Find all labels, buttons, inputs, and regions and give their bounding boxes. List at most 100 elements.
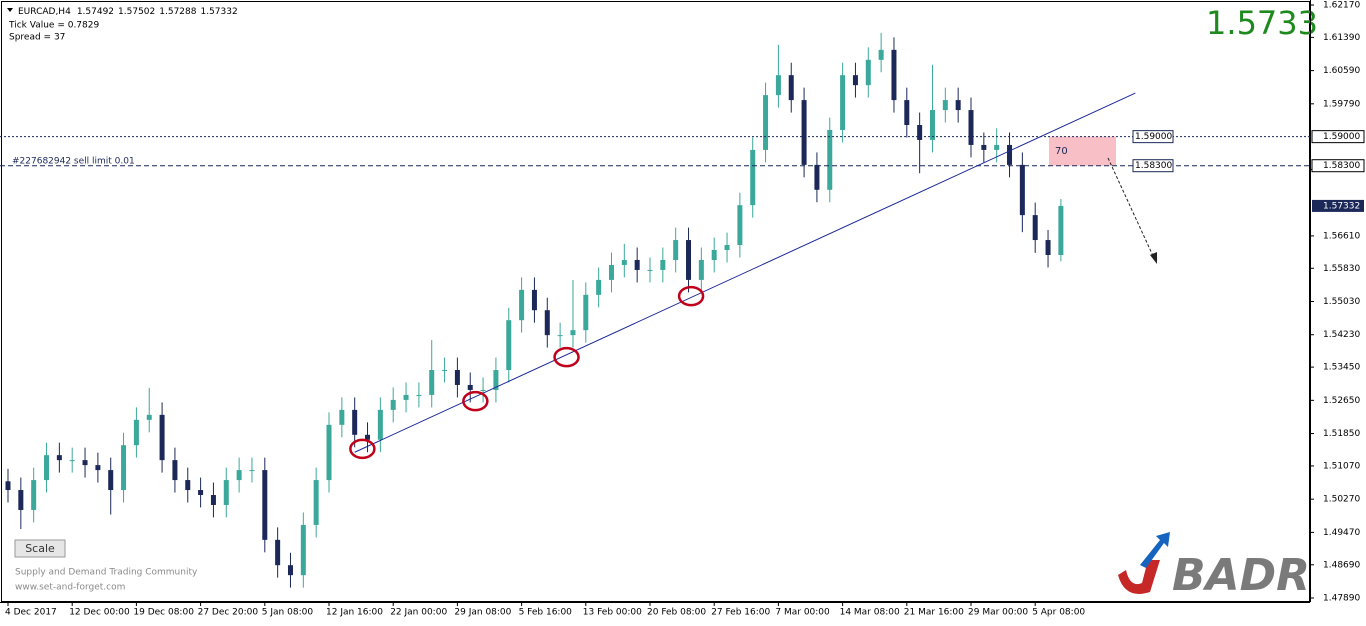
candle-body [300, 524, 306, 576]
candle-body [827, 129, 833, 190]
x-tick-label: 12 Jan 16:00 [326, 608, 383, 618]
logo: BADR [1118, 532, 1310, 601]
y-tick-label: 1.53450 [1323, 363, 1360, 373]
candle-body [724, 245, 730, 251]
candle-body [429, 370, 435, 395]
candle-body [108, 470, 114, 491]
sell-zone [1049, 136, 1116, 166]
x-tick-label: 7 Mar 00:00 [775, 608, 830, 618]
x-tick-label: 5 Jan 08:00 [262, 608, 314, 618]
candle-body [172, 460, 178, 481]
y-tick-label: 1.56610 [1323, 231, 1360, 241]
x-tick-label: 5 Apr 08:00 [1032, 608, 1085, 618]
candle-body [210, 495, 216, 505]
symbol-header: EURCAD,H4 1.57492 1.57502 1.57288 1.57332 [18, 7, 238, 17]
candle-body [339, 409, 345, 425]
candle-body [56, 455, 62, 461]
candle-body [686, 240, 692, 280]
candle-body [917, 125, 923, 140]
candle-body [698, 259, 704, 280]
y-tick-label: 1.59790 [1323, 99, 1360, 109]
touch-circle [553, 346, 580, 368]
candle-body [647, 269, 653, 271]
trendline [354, 92, 1136, 453]
candle-body [865, 59, 871, 86]
bar-close: 1.57332 [200, 7, 237, 17]
candle-body [390, 399, 396, 410]
candle-body [801, 100, 807, 165]
x-tick-label: 12 Dec 00:00 [69, 608, 130, 618]
bid-display: 1.5733 [1206, 4, 1318, 42]
candle-body [365, 434, 371, 440]
y-tick-label: 1.62170 [1323, 1, 1360, 11]
candle-body [711, 250, 717, 260]
candle-body [531, 289, 537, 311]
candle-body [750, 149, 756, 206]
level-tag [1132, 130, 1174, 144]
x-tick-label: 19 Dec 08:00 [133, 608, 194, 618]
candle-body [544, 310, 550, 336]
y-tick-label: 1.50270 [1323, 495, 1360, 505]
candle-body [262, 470, 268, 540]
price-tag-label: 1.57332 [1323, 201, 1360, 211]
candle-body [1045, 240, 1051, 255]
candle-body [775, 75, 781, 96]
touch-circle [349, 438, 376, 460]
level-axis-tag [1311, 159, 1365, 173]
candle-body [313, 480, 319, 525]
candle-body [326, 424, 332, 481]
level-tag-label: 1.59000 [1135, 132, 1172, 142]
level-tag [1132, 159, 1174, 173]
bar-low: 1.57288 [159, 7, 196, 17]
candle-body [891, 49, 897, 101]
candle-body [480, 389, 486, 391]
scale-button[interactable] [14, 539, 66, 558]
x-tick-label: 4 Dec 2017 [5, 608, 57, 618]
level-axis-tag [1311, 130, 1365, 144]
candle-body [44, 455, 50, 481]
candle-body [583, 294, 589, 331]
scale-button-label[interactable]: Scale [25, 542, 55, 555]
symbol: EURCAD,H4 [18, 7, 71, 17]
candle-body [1032, 215, 1038, 241]
candle-body [133, 419, 139, 446]
candle-body [1019, 164, 1025, 216]
zone-label: 70 [1055, 146, 1068, 157]
x-tick-label: 20 Feb 08:00 [647, 608, 706, 618]
candle-body [159, 414, 165, 461]
candle-body [249, 470, 255, 472]
level-axis-label: 1.59000 [1323, 132, 1360, 142]
candle-body [608, 264, 614, 280]
order-label: #227682942 sell limit 0.01 [12, 157, 135, 167]
bar-high: 1.57502 [118, 7, 155, 17]
marks [5, 32, 1116, 588]
candle-body [198, 490, 204, 496]
candle-body [236, 470, 242, 481]
candle-body [442, 370, 448, 372]
bar-open: 1.57492 [77, 7, 114, 17]
price-tag [1312, 199, 1364, 212]
x-tick-label: 27 Dec 20:00 [198, 608, 259, 618]
candle-body [840, 75, 846, 130]
watermark: Supply and Demand Trading Community [15, 568, 198, 578]
y-tick-label: 1.51850 [1323, 429, 1360, 439]
y-tick-label: 1.48690 [1323, 560, 1360, 570]
candle-body [955, 100, 961, 111]
plot-frame [1, 1, 1310, 602]
candle-body [673, 240, 679, 260]
candle-body [878, 49, 884, 60]
level-axis-label: 1.58300 [1323, 161, 1360, 171]
candle-body [570, 330, 576, 336]
candle-body [377, 409, 383, 440]
x-tick-label: 22 Jan 00:00 [390, 608, 447, 618]
x-tick-label: 21 Mar 16:00 [904, 608, 964, 618]
candle-body [994, 144, 1000, 150]
candle-body [981, 144, 987, 150]
candle-body [660, 259, 666, 270]
spread: Spread = 37 [9, 33, 65, 43]
candle-body [904, 100, 910, 126]
candle-body [287, 565, 293, 576]
touch-circle [677, 285, 705, 307]
touch-circle [462, 390, 489, 412]
